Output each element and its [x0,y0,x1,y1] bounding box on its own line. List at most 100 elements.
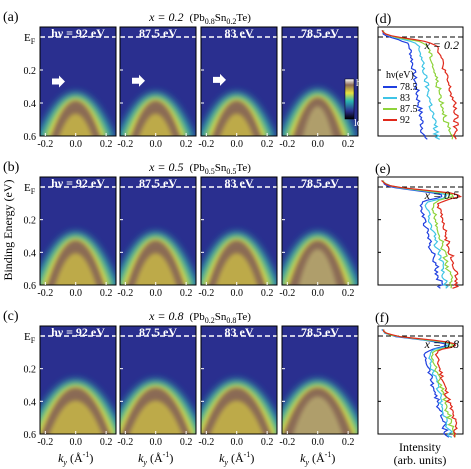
photon-energy-label: 83 eV [225,26,254,40]
x-tick-label: 0.2 [261,288,274,299]
x-axis-label: ky (Å-1) [219,450,254,467]
x-tick-label: 0.0 [230,139,243,150]
ef-label: EF [24,32,36,46]
x-tick-label: -0.2 [198,437,214,448]
photon-energy-label: hν = 92 eV [51,176,105,190]
colorbar-high-label: high [356,78,374,89]
arrow-icon [213,73,226,86]
spectrum-curve [383,180,454,289]
spectrum-curve [382,329,456,438]
y-tick-label: 0.4 [24,248,37,259]
x-tick-label: 0.2 [100,288,113,299]
arpes-panel: 87.5 eV [119,325,197,435]
x-tick-label: 0.0 [149,288,162,299]
y-tick-label: 0.2 [24,365,37,376]
photon-energy-label: 87.5 eV [139,176,177,190]
x-tick-label: -0.2 [198,288,214,299]
photon-energy-label: hν = 92 eV [51,325,105,339]
y-tick-label: 0.6 [24,430,37,441]
arpes-panel: 87.5 eV [119,176,197,286]
x-tick-label: -0.2 [117,139,133,150]
spectra-panel [377,325,464,438]
arrow-icon [132,74,145,87]
arpes-panel: hν = 92 eV [39,325,117,435]
spectrum-curve [382,30,454,140]
x-tick-label: -0.2 [117,288,133,299]
arpes-panel: 78.5 eV [281,176,359,286]
legend-entry: 78.5 [400,82,418,93]
x-tick-label: 0.2 [100,437,113,448]
ef-label: EF [24,182,36,196]
x-tick-label: 0.0 [69,288,82,299]
x-tick-label: 0.0 [311,437,324,448]
spectrum-curve [383,329,458,438]
x-axis-label: ky (Å-1) [138,450,173,467]
ef-label: EF [24,331,36,345]
photon-energy-label: 78.5 eV [301,176,339,190]
x-tick-label: 0.0 [230,437,243,448]
x-axis-label: ky (Å-1) [300,450,335,467]
x-tick-label: 0.0 [69,437,82,448]
intensity-units-label: (arb. units) [394,453,447,467]
spectra-panel [377,26,464,140]
y-tick-label: 0.4 [24,99,37,110]
x-tick-label: -0.2 [37,288,53,299]
y-tick-label: 0.2 [24,216,37,227]
spectra-x-label: x = 0.8 [424,337,459,351]
legend-title: hν(eV) [386,70,414,81]
spectra-label: (f) [375,311,389,326]
x-tick-label: 0.0 [311,139,324,150]
x-tick-label: 0.2 [342,288,355,299]
spectrum-curve [382,180,449,289]
spectrum-curve [381,180,463,289]
arpes-panel: 87.5 eV [119,26,197,137]
y-axis-label: Binding Energy (eV) [1,179,15,280]
x-axis-label: ky (Å-1) [58,450,93,467]
row-label: (a) [3,10,19,25]
spectra-label: (d) [375,12,392,27]
legend-entry: 83 [400,93,410,104]
x-tick-label: 0.2 [261,139,274,150]
spectrum-curve [381,30,459,140]
row-title: x = 0.5 (Pb0.5Sn0.5Te) [148,160,251,176]
spectrum-curve [381,329,450,438]
x-tick-label: -0.2 [279,139,295,150]
y-tick-label: 0.4 [24,397,37,408]
x-tick-label: 0.2 [261,437,274,448]
photon-energy-label: 87.5 eV [139,26,177,40]
photon-energy-label: hν = 92 eV [51,26,105,40]
spectra-label: (e) [375,162,391,177]
spectra-panel [377,176,464,289]
x-tick-label: 0.0 [311,288,324,299]
photon-energy-label: 87.5 eV [139,325,177,339]
y-tick-label: 0.6 [24,281,37,292]
arrow-icon [52,75,65,88]
row-title: x = 0.2 (Pb0.8Sn0.2Te) [148,10,251,26]
x-tick-label: -0.2 [198,139,214,150]
photon-energy-label: 78.5 eV [301,26,339,40]
spectra-x-label: x = 0.5 [424,188,459,202]
x-tick-label: 0.2 [180,437,193,448]
spectra-x-label: x = 0.2 [424,38,459,52]
photon-energy-label: 83 eV [225,325,254,339]
legend-entry: 92 [400,115,410,126]
x-tick-label: 0.0 [69,139,82,150]
x-tick-label: 0.0 [149,437,162,448]
x-tick-label: 0.0 [149,139,162,150]
row-label: (c) [3,309,19,324]
x-tick-label: -0.2 [117,437,133,448]
arpes-panel: 78.5 eV [281,325,359,435]
arpes-panel: 83 eV [200,176,278,286]
x-tick-label: 0.2 [180,288,193,299]
arpes-panel: hν = 92 eV [39,176,117,286]
intensity-label: Intensity [399,440,441,454]
spectrum-curve [381,180,444,289]
x-tick-label: -0.2 [279,288,295,299]
arpes-panel: 83 eV [200,325,278,435]
x-tick-label: 0.2 [180,139,193,150]
arpes-panel: hν = 92 eV [39,26,117,137]
x-tick-label: 0.2 [342,437,355,448]
spectrum-curve [381,30,428,140]
